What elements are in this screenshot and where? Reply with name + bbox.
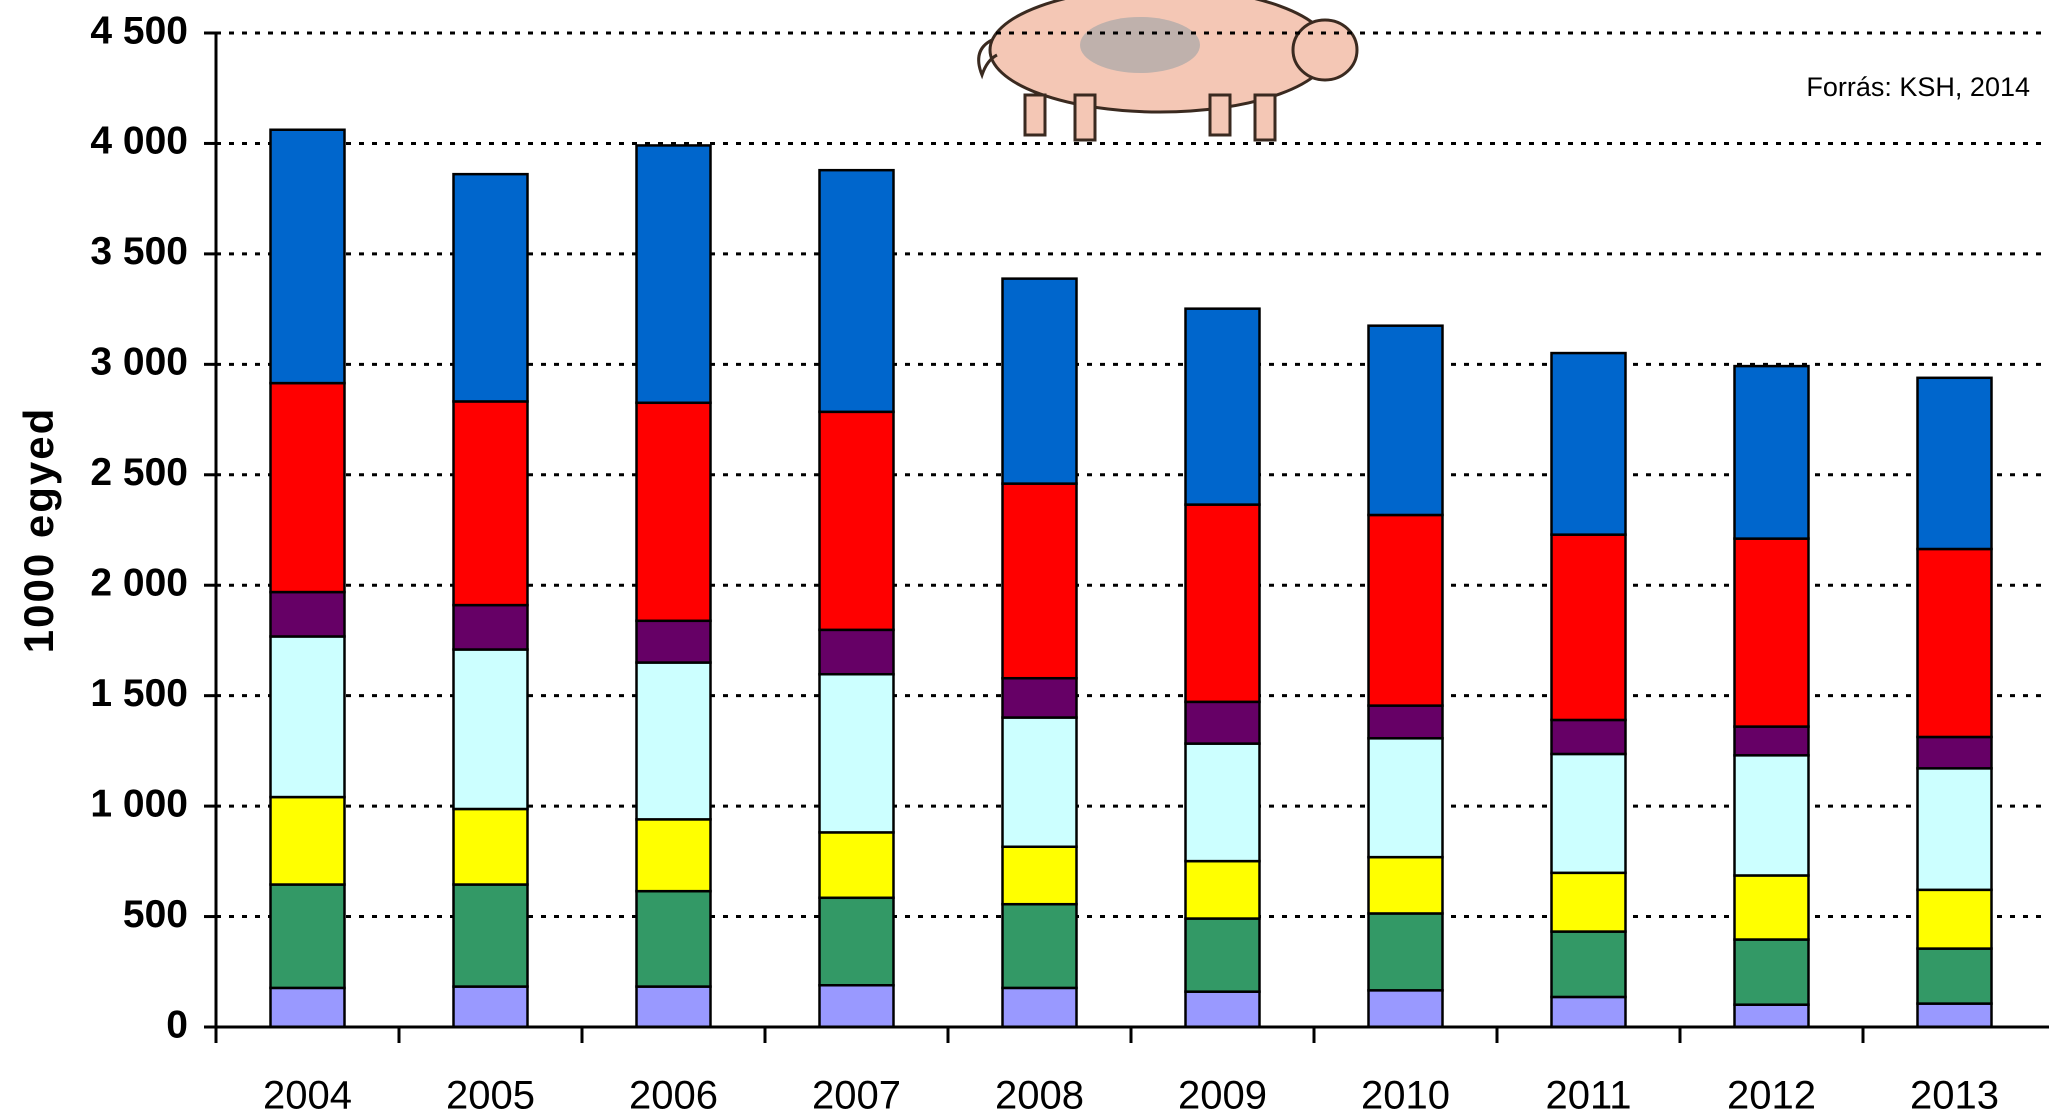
bar-segment	[1550, 718, 1627, 756]
bar-segment	[269, 635, 346, 799]
y-tick-label: 2 000	[90, 562, 188, 605]
y-axis-label: 1000 egyed	[15, 407, 62, 654]
bar-segment	[1550, 995, 1627, 1029]
x-tick-label: 2010	[1361, 1074, 1450, 1118]
y-tick-label: 4 000	[90, 120, 188, 163]
bar-segment	[1184, 859, 1261, 920]
bar-segment	[818, 672, 895, 834]
y-tick-label: 2 500	[90, 451, 188, 494]
source-note: Forrás: KSH, 2014	[1806, 72, 2030, 102]
bar-segment	[1733, 938, 1810, 1006]
y-tick-label: 1 000	[90, 782, 188, 825]
bar-segment	[1367, 513, 1444, 707]
bar-segment	[818, 831, 895, 900]
bar-segment	[269, 381, 346, 594]
bar-segment	[1001, 716, 1078, 849]
bar-segment	[818, 984, 895, 1029]
bar-segment	[452, 985, 529, 1029]
bar-segment	[635, 985, 712, 1029]
bar-segment	[1184, 742, 1261, 863]
bar-segment	[1916, 1002, 1993, 1029]
bar-segment	[1367, 855, 1444, 915]
y-tick-label: 500	[123, 893, 188, 936]
bar-segment	[635, 144, 712, 405]
bar-segment	[1916, 735, 1993, 770]
bar-segment	[452, 400, 529, 607]
bar-segment	[1367, 704, 1444, 740]
bar-segment	[452, 807, 529, 886]
bar-segment	[269, 128, 346, 385]
x-tick-label: 2004	[263, 1074, 352, 1118]
bar-segment	[1367, 737, 1444, 859]
bar-segment	[1733, 874, 1810, 941]
x-tick-label: 2005	[446, 1074, 535, 1118]
bar-segment	[818, 628, 895, 676]
bar-segment	[1916, 947, 1993, 1005]
bar-segment	[635, 818, 712, 893]
bar-segment	[1733, 754, 1810, 877]
x-tick-label: 2006	[629, 1074, 718, 1118]
bar-segment	[1001, 845, 1078, 906]
bar-segment	[1184, 700, 1261, 745]
bar-segment	[1916, 547, 1993, 739]
bar-segment	[635, 619, 712, 664]
bar-segment	[1367, 989, 1444, 1029]
bar-segment	[1916, 376, 1993, 551]
x-tick-label: 2009	[1178, 1074, 1267, 1118]
bar-segment	[452, 648, 529, 811]
bar-segment	[269, 795, 346, 886]
bar-segment	[635, 889, 712, 988]
bar-segment	[1733, 364, 1810, 540]
x-tick-label: 2012	[1727, 1074, 1816, 1118]
bar-segment	[269, 883, 346, 990]
bar-segment	[452, 172, 529, 403]
bar-segment	[452, 883, 529, 988]
y-tick-label: 3 000	[90, 341, 188, 384]
bar-segment	[1733, 537, 1810, 728]
bar-segment	[818, 410, 895, 632]
bar-segment	[1550, 752, 1627, 875]
bar-segment	[1001, 902, 1078, 990]
bar-segment	[1001, 676, 1078, 719]
x-tick-label: 2008	[995, 1074, 1084, 1118]
bar-segment	[1733, 1003, 1810, 1029]
bar-segment	[269, 590, 346, 638]
bar-segment	[1733, 725, 1810, 757]
bar-segment	[635, 661, 712, 821]
bar-segment	[1184, 307, 1261, 506]
bar-segment	[635, 401, 712, 623]
x-tick-label: 2007	[812, 1074, 901, 1118]
bar-segment	[1550, 930, 1627, 999]
pig-illustration	[977, 0, 1359, 142]
bar-segment	[452, 603, 529, 651]
bar-segment	[1001, 986, 1078, 1029]
bar-segment	[1184, 917, 1261, 993]
bar-segment	[1916, 888, 1993, 950]
bar-segment	[1184, 990, 1261, 1029]
y-tick-label: 0	[166, 1003, 188, 1046]
bar-segment	[1550, 533, 1627, 722]
bar-segment	[1001, 482, 1078, 680]
bar-segment	[1550, 351, 1627, 536]
y-tick-label: 1 500	[90, 672, 188, 715]
bar-segment	[269, 986, 346, 1029]
y-tick-label: 4 500	[90, 9, 188, 52]
bar-segment	[1367, 912, 1444, 992]
bar-segment	[818, 168, 895, 414]
bar-segment	[1550, 871, 1627, 933]
bar-segment	[818, 896, 895, 987]
y-tick-label: 3 500	[90, 230, 188, 273]
x-tick-label: 2011	[1545, 1074, 1631, 1118]
bar-segment	[1001, 277, 1078, 485]
bar-segment	[1367, 324, 1444, 517]
bar-segment	[1184, 503, 1261, 704]
bar-segment	[1916, 767, 1993, 892]
x-tick-label: 2013	[1910, 1074, 1999, 1118]
